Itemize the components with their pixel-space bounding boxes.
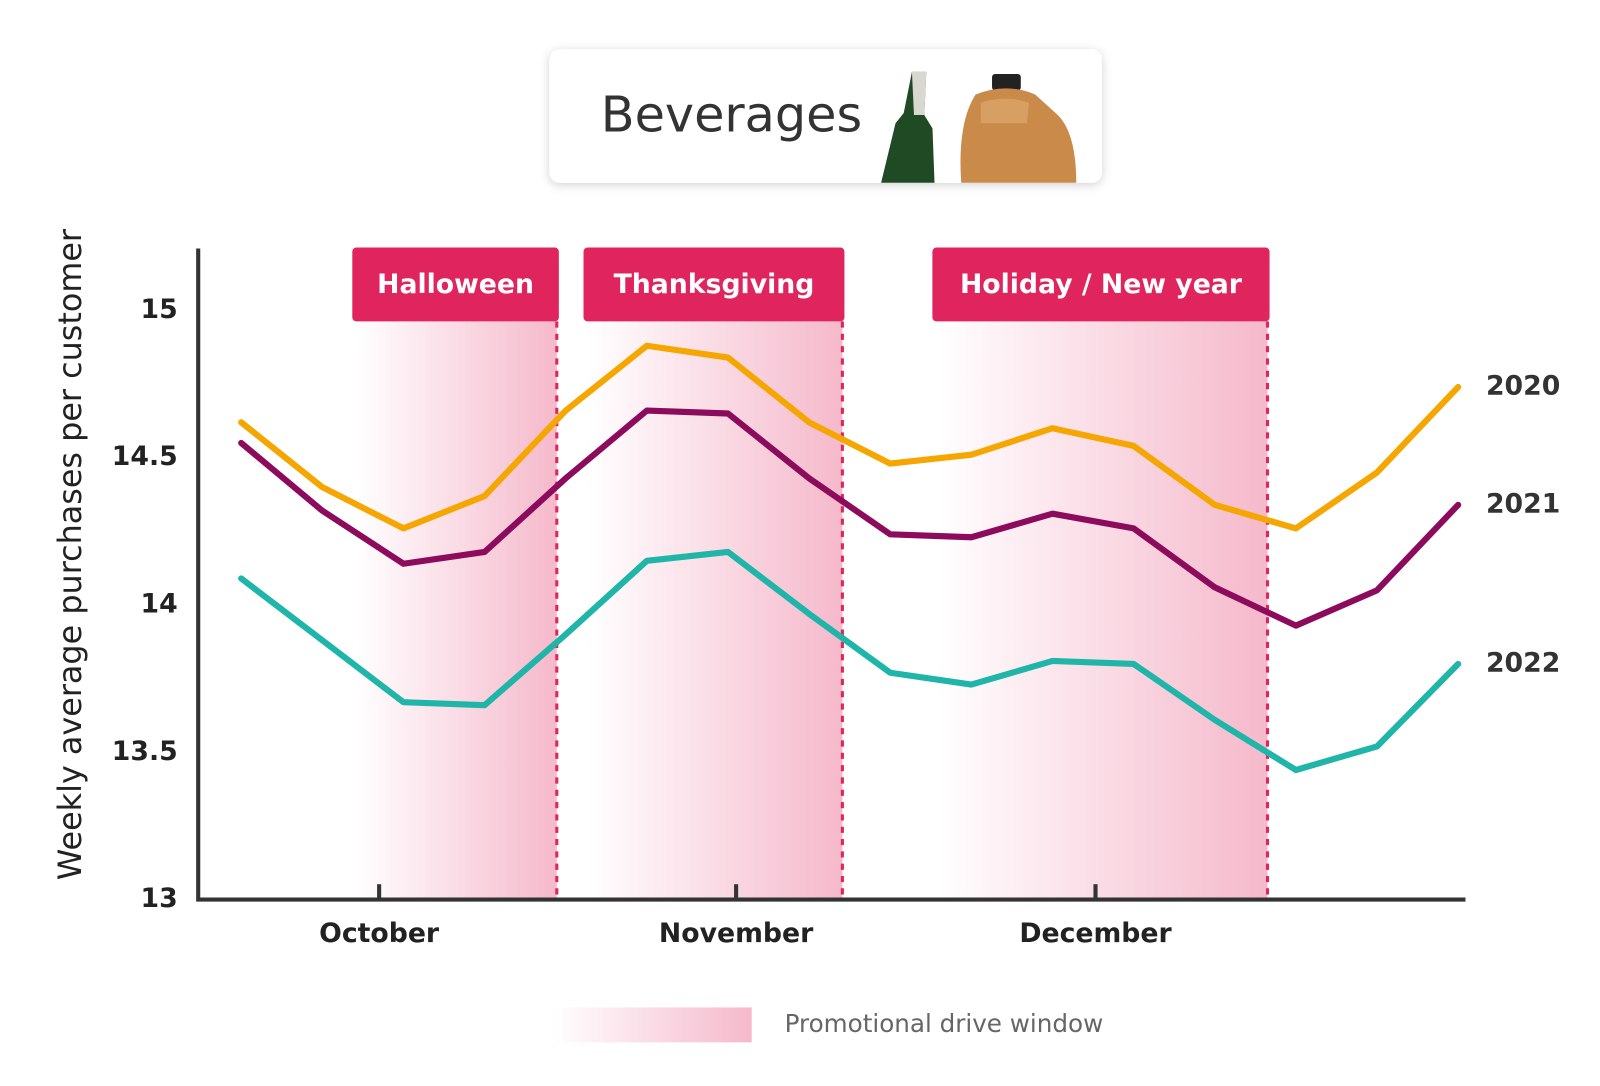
promo-windows: Halloween Thanksgiving Holiday / New year — [352, 247, 1270, 900]
y-tick-label: 15 — [141, 294, 178, 325]
axis-lines — [196, 248, 1466, 902]
promo-label: Halloween — [377, 269, 534, 300]
legend-swatch — [551, 1007, 752, 1043]
y-tick-label: 13 — [141, 883, 178, 914]
promo-band — [356, 321, 557, 900]
promo-label-box — [932, 247, 1270, 322]
legend: Promotional drive window — [551, 1007, 1104, 1043]
series-label: 2020 — [1486, 370, 1560, 401]
series-line — [238, 407, 1462, 629]
title-card: Beverages — [549, 49, 1102, 183]
series-line — [238, 342, 1462, 532]
series-line — [238, 548, 1462, 774]
x-tick-label: October — [319, 918, 440, 949]
x-tick-label: December — [1019, 918, 1172, 949]
promo-label-box — [583, 247, 845, 322]
axes: 13 13.5 14 14.5 15 October November December — [112, 248, 1466, 949]
legend-label: Promotional drive window — [785, 1009, 1104, 1038]
series-lines: 2020 2021 2022 — [238, 342, 1560, 774]
promo-label: Holiday / New year — [960, 269, 1243, 300]
chart-title: Beverages — [601, 86, 862, 144]
y-tick-label: 14 — [141, 588, 178, 619]
promo-label-box — [352, 247, 559, 322]
y-tick-label: 13.5 — [112, 736, 178, 767]
y-tick-label: 14.5 — [112, 441, 178, 472]
series-label: 2021 — [1486, 488, 1560, 519]
x-tick-label: November — [659, 918, 814, 949]
y-axis-label: Weekly average purchases per customer — [51, 228, 89, 880]
series-label: 2022 — [1486, 647, 1560, 678]
champagne-bottle — [881, 71, 935, 183]
promo-label: Thanksgiving — [614, 269, 815, 300]
promo-band — [936, 321, 1268, 900]
juice-jug — [960, 73, 1077, 183]
